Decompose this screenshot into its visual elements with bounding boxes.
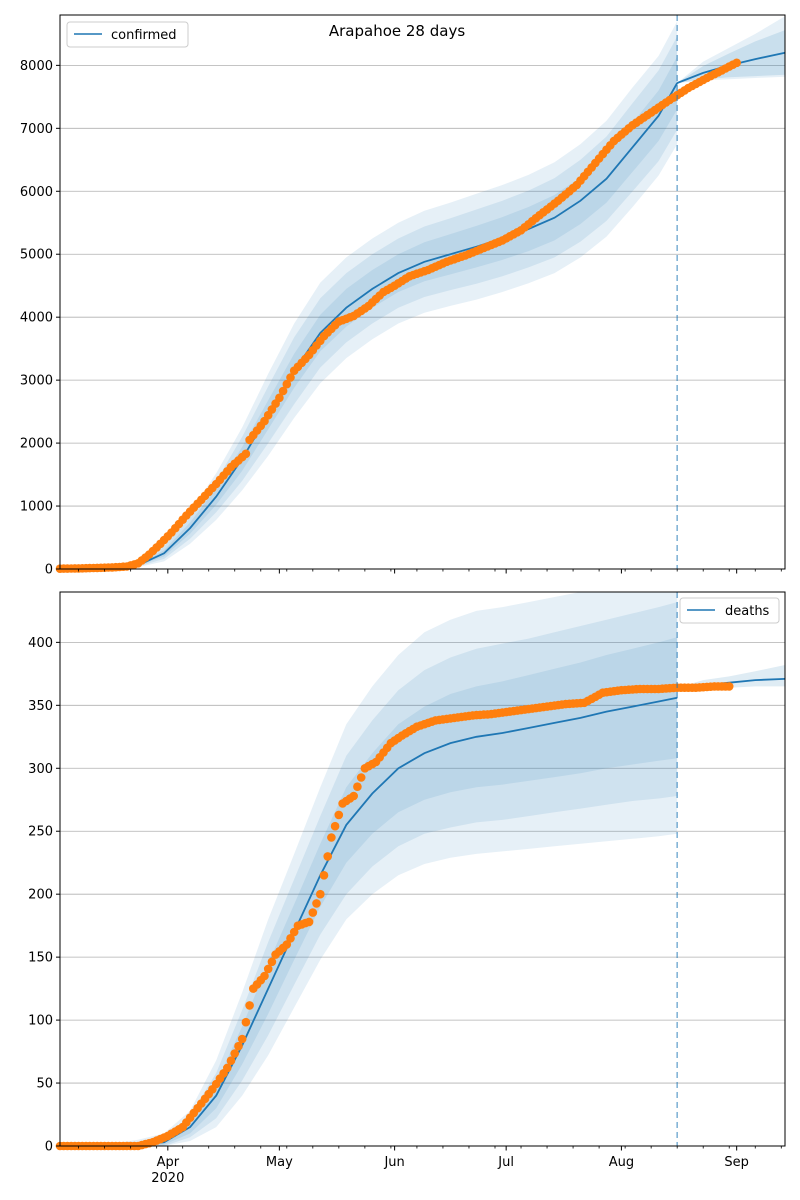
legend-box <box>66 21 189 48</box>
observed-point <box>282 940 292 949</box>
observed-point <box>353 782 362 791</box>
observed-point <box>732 58 741 68</box>
observed-point <box>330 821 340 831</box>
x-tick-sublabel: 2020 <box>151 1171 184 1186</box>
confirmed-y-axis: 0 1000 2000 3000 4000 5000 6000 7000 8000 <box>20 59 60 578</box>
observed-point <box>308 908 318 917</box>
y-tick-label: 5000 <box>20 248 53 263</box>
x-tick-label: May <box>266 1155 293 1170</box>
x-tick-label: Apr <box>157 1155 180 1170</box>
observed-point <box>286 373 295 382</box>
deaths-plot-frame <box>59 591 786 1147</box>
observed-point <box>319 871 329 880</box>
y-tick-label: 200 <box>28 888 53 903</box>
legend-label-confirmed: confirmed <box>111 28 177 43</box>
band-outer <box>60 21 678 569</box>
observed-point <box>241 449 251 459</box>
observed-point <box>282 379 292 389</box>
x-tick-label: Aug <box>609 1155 634 1170</box>
deaths-legend: deaths <box>679 597 780 624</box>
observed-point <box>289 927 299 937</box>
band-inner <box>60 637 678 1146</box>
observed-point <box>356 773 366 782</box>
y-tick-label: 1000 <box>20 500 53 515</box>
y-tick-label: 0 <box>45 563 53 578</box>
y-tick-label: 3000 <box>20 374 53 389</box>
observed-point <box>241 1017 251 1027</box>
x-tick-label: Sep <box>724 1155 749 1170</box>
band-outer <box>60 592 678 1146</box>
x-tick-label: Jun <box>383 1155 404 1170</box>
confirmed-legend: confirmed <box>66 21 189 48</box>
observed-point <box>278 386 288 396</box>
y-tick-label: 7000 <box>20 122 53 137</box>
forecast-band <box>677 30 785 84</box>
observed-point <box>223 1063 232 1073</box>
forecast-band-outer <box>677 16 785 83</box>
deaths-y-axis: 0 50 100 150 200 250 300 350 400 <box>28 636 60 1155</box>
legend-label-deaths: deaths <box>725 604 770 619</box>
observed-point <box>237 1034 247 1044</box>
observed-point <box>263 964 273 974</box>
observed-point <box>334 810 344 820</box>
y-tick-label: 150 <box>28 951 53 966</box>
observed-point <box>327 833 336 842</box>
observed-point <box>230 1049 239 1058</box>
confirmed-panel: 0 1000 2000 3000 4000 5000 6000 7000 8000 Arapah… <box>20 14 786 578</box>
confirmed-x-axis <box>78 569 782 574</box>
observed-point <box>234 1041 243 1051</box>
chart-title: Arapahoe 28 days <box>329 22 465 40</box>
observed-point <box>312 899 321 908</box>
deaths-uncertainty-bands <box>60 592 785 1146</box>
confirmed-plot-frame <box>59 14 786 570</box>
y-tick-label: 8000 <box>20 59 53 74</box>
legend-box <box>679 597 780 624</box>
y-tick-label: 6000 <box>20 185 53 200</box>
x-tick-label: Jul <box>497 1155 514 1170</box>
observed-point <box>245 1001 254 1010</box>
observed-point <box>323 852 333 861</box>
y-tick-label: 0 <box>45 1140 53 1155</box>
observed-point <box>724 682 734 691</box>
band-middle <box>60 602 678 1146</box>
y-tick-label: 400 <box>28 636 53 651</box>
model-line <box>59 82 678 570</box>
observed-point <box>226 1056 236 1065</box>
observed-point <box>275 393 284 403</box>
observed-point <box>349 791 359 801</box>
observed-point <box>316 889 325 899</box>
observed-point <box>260 971 269 981</box>
observed-point <box>286 934 295 943</box>
y-tick-label: 2000 <box>20 437 53 452</box>
y-tick-label: 350 <box>28 699 53 714</box>
confirmed-observed-points <box>55 58 741 573</box>
y-tick-label: 250 <box>28 825 53 840</box>
y-tick-label: 100 <box>28 1014 53 1029</box>
observed-point <box>304 917 314 927</box>
y-tick-label: 50 <box>36 1077 53 1092</box>
y-tick-label: 4000 <box>20 311 53 326</box>
y-tick-label: 300 <box>28 762 53 777</box>
forecast-band <box>677 665 785 688</box>
observed-point <box>267 957 277 967</box>
